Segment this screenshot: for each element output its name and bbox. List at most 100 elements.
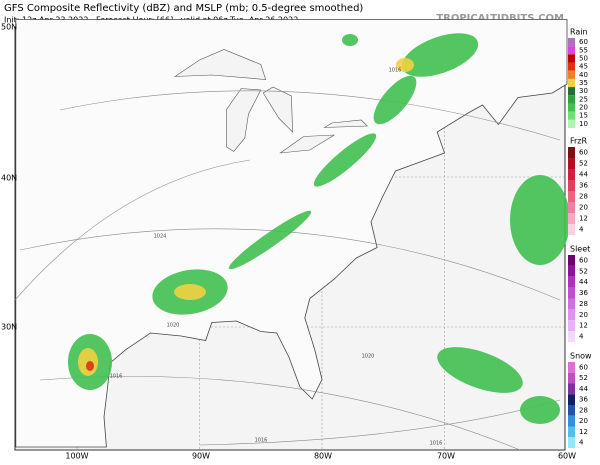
legend-label: 44	[579, 171, 588, 179]
precip	[437, 347, 523, 393]
precip	[174, 284, 206, 300]
isobar-label: 1016	[110, 374, 123, 380]
legend-label: 55	[579, 46, 588, 54]
legend-label: 25	[579, 95, 588, 103]
legend-swatch	[568, 265, 575, 277]
legend-swatch	[568, 287, 575, 299]
legend-label: 44	[579, 385, 588, 393]
legend-swatch	[568, 78, 575, 88]
legend-label: 35	[579, 79, 588, 87]
legend-swatch	[568, 103, 575, 112]
legend-swatch	[568, 38, 575, 47]
legend-label: 28	[579, 193, 588, 201]
legend-label: 45	[579, 63, 588, 71]
latitude-label: 50N	[1, 23, 17, 32]
legend-swatch	[568, 405, 575, 416]
isobar-label: 1016	[389, 68, 402, 74]
legend-swatch	[568, 331, 575, 342]
precip	[401, 33, 479, 77]
legend-label: 20	[579, 104, 588, 112]
legend-swatch	[568, 147, 575, 158]
precip	[396, 58, 414, 72]
lake	[226, 88, 262, 152]
legend-label: 12	[579, 215, 588, 223]
legend-title: Rain	[570, 28, 588, 37]
legend-label: 52	[579, 160, 588, 168]
legend-label: 60	[579, 363, 588, 371]
legend-swatch	[568, 111, 575, 120]
isobar-label: 1016	[255, 438, 268, 444]
isobar-label: 1020	[362, 354, 375, 360]
map-layer	[14, 19, 570, 451]
legend-swatch	[568, 255, 575, 266]
legend-swatch	[568, 426, 575, 438]
isobar	[19, 228, 561, 301]
isobar	[14, 159, 251, 301]
latitude-label: 30N	[1, 323, 17, 332]
legend-swatch	[568, 169, 575, 180]
legend-label: 52	[579, 374, 588, 382]
legend-label: 60	[579, 256, 588, 264]
legend-label: 50	[579, 54, 588, 62]
longitude-label: 60W	[558, 452, 576, 461]
legend-label: 36	[579, 396, 588, 404]
legend-swatch	[568, 62, 575, 71]
legend-label: 4	[579, 226, 584, 234]
legend-label: 44	[579, 278, 588, 286]
lake	[262, 86, 293, 133]
legend-label: 10	[579, 120, 588, 128]
precip	[86, 361, 94, 371]
legend-swatch	[568, 70, 575, 79]
lake	[279, 134, 335, 154]
precip	[342, 34, 358, 46]
precip	[520, 396, 560, 424]
legend-swatch	[568, 54, 575, 63]
precip	[510, 175, 570, 265]
legend-swatch	[568, 415, 575, 427]
legend-swatch	[568, 213, 575, 224]
legend-label: 30	[579, 87, 588, 95]
legend-label: 4	[579, 439, 584, 447]
legend-label: 60	[579, 38, 588, 46]
legend-title: Sleet	[570, 245, 590, 254]
legend-label: 60	[579, 149, 588, 157]
legend-swatch	[568, 309, 575, 321]
legend-swatch	[568, 158, 575, 169]
precip	[228, 210, 312, 270]
legend-label: 28	[579, 300, 588, 308]
legend-swatch	[568, 224, 575, 235]
legend-swatch	[568, 119, 575, 128]
isobar	[59, 90, 561, 141]
longitude-label: 100W	[65, 452, 88, 461]
map-title: GFS Composite Reflectivity (dBZ) and MSL…	[4, 3, 363, 14]
legend-label: 28	[579, 406, 588, 414]
site-name: TROPICALTIDBITS.COM	[436, 13, 564, 24]
isobar-label: 1020	[167, 323, 180, 329]
legend-label: 12	[579, 322, 588, 330]
legend-swatch	[568, 437, 575, 448]
lake	[323, 119, 369, 128]
legend-swatch	[568, 46, 575, 55]
legend-label: 20	[579, 417, 588, 425]
legend-label: 4	[579, 333, 584, 341]
land	[15, 19, 568, 448]
legend-title: FrzR	[570, 137, 588, 146]
legend-swatch	[568, 298, 575, 310]
legend-title: Snow	[570, 352, 592, 361]
isobar-label: 1024	[154, 234, 167, 240]
legend-label: 20	[579, 204, 588, 212]
latitude-label: 40N	[1, 174, 17, 183]
longitude-label: 70W	[437, 452, 455, 461]
isobar-label: 1016	[430, 441, 443, 447]
legend-label: 36	[579, 289, 588, 297]
legend-swatch	[568, 87, 575, 96]
isobar	[39, 376, 521, 451]
legend-swatch	[568, 276, 575, 288]
legend-swatch	[568, 362, 575, 373]
legend-label: 20	[579, 311, 588, 319]
legend-label: 52	[579, 267, 588, 275]
legend-swatch	[568, 372, 575, 384]
legend-swatch	[568, 394, 575, 405]
legend-swatch	[568, 320, 575, 332]
